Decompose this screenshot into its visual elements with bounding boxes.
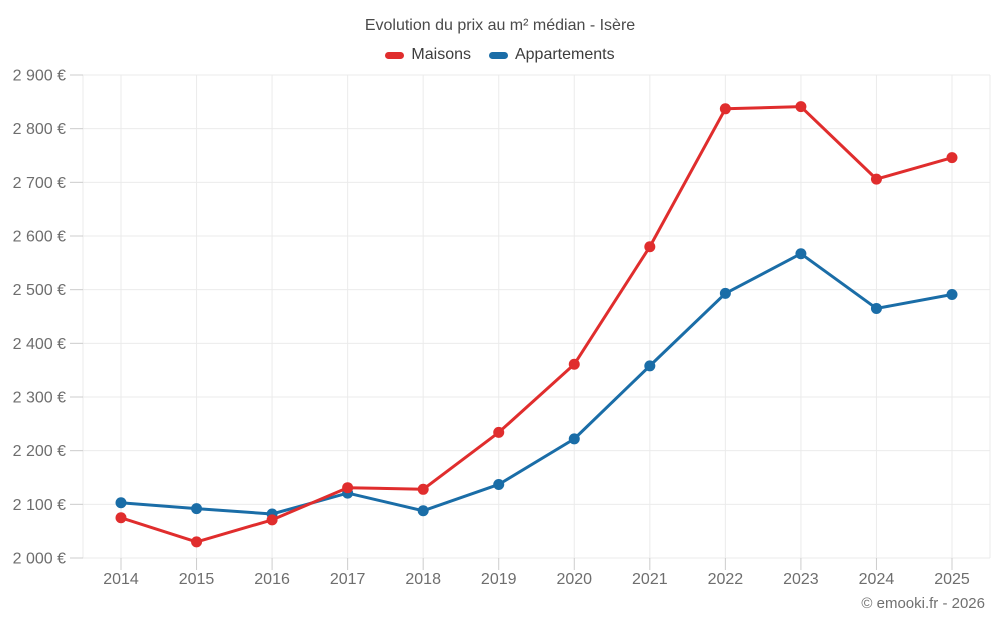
x-axis-label: 2017 xyxy=(330,571,366,588)
x-axis-label: 2019 xyxy=(481,571,517,588)
point-appartements-2024[interactable] xyxy=(870,302,882,314)
x-axis-label: 2023 xyxy=(783,571,819,588)
x-axis-label: 2015 xyxy=(179,571,215,588)
axis-ticks xyxy=(70,74,953,570)
maisons-line xyxy=(119,105,954,544)
y-axis-label: 2 900 € xyxy=(13,68,66,85)
x-axis-label: 2021 xyxy=(632,571,668,588)
point-maisons-2019[interactable] xyxy=(493,426,505,438)
y-axis-label: 2 100 € xyxy=(13,497,66,514)
point-appartements-2019[interactable] xyxy=(493,478,505,490)
point-maisons-2015[interactable] xyxy=(191,536,203,548)
point-maisons-2023[interactable] xyxy=(795,101,807,113)
x-axis-label: 2020 xyxy=(556,571,592,588)
point-appartements-2023[interactable] xyxy=(795,248,807,260)
point-appartements-2022[interactable] xyxy=(719,287,731,299)
legend: Maisons Appartements xyxy=(0,46,1000,64)
legend-label-appartements: Appartements xyxy=(514,46,615,63)
y-axis-labels: 2 000 € 2 100 € 2 200 € 2 300 € 2 400 € 2 500… xyxy=(13,68,66,568)
point-maisons-2024[interactable] xyxy=(870,173,882,185)
point-maisons-2021[interactable] xyxy=(644,241,656,253)
point-appartements-2014[interactable] xyxy=(115,497,127,509)
point-appartements-2020[interactable] xyxy=(568,433,580,445)
chart-title: Evolution du prix au m² médian - Isère xyxy=(364,17,636,34)
x-axis-label: 2022 xyxy=(708,571,744,588)
watermark: © emooki.fr - 2026 xyxy=(861,595,985,612)
x-axis-label: 2016 xyxy=(254,571,290,588)
x-axis-label: 2018 xyxy=(405,571,441,588)
point-appartements-2015[interactable] xyxy=(191,503,203,515)
point-maisons-2017[interactable] xyxy=(342,482,354,494)
point-maisons-2018[interactable] xyxy=(417,483,429,495)
point-maisons-2016[interactable] xyxy=(266,514,278,526)
y-axis-label: 2 600 € xyxy=(13,229,66,246)
point-maisons-2020[interactable] xyxy=(568,358,580,370)
gridlines xyxy=(82,74,991,559)
y-axis-label: 2 700 € xyxy=(13,175,66,192)
series-maisons xyxy=(115,101,958,548)
x-axis-label: 2014 xyxy=(103,571,139,588)
x-axis-label: 2025 xyxy=(934,571,970,588)
y-axis-label: 2 400 € xyxy=(13,336,66,353)
x-axis-label: 2024 xyxy=(859,571,895,588)
series-appartements xyxy=(115,248,958,520)
y-axis-label: 2 200 € xyxy=(13,443,66,460)
legend-item-appartements[interactable]: Appartements xyxy=(488,46,615,64)
maisons-swatch-icon xyxy=(385,51,405,59)
y-axis-label: 2 500 € xyxy=(13,282,66,299)
point-maisons-2025[interactable] xyxy=(946,152,958,164)
legend-label-maisons: Maisons xyxy=(411,46,471,63)
y-axis-label: 2 300 € xyxy=(13,390,66,407)
legend-item-maisons[interactable]: Maisons xyxy=(385,46,471,64)
x-axis-labels: 2014 2015 2016 2017 2018 2019 2020 2021 2022 2023… xyxy=(103,571,970,588)
y-axis-label: 2 800 € xyxy=(13,121,66,138)
point-maisons-2014[interactable] xyxy=(115,512,127,524)
y-axis-label: 2 000 € xyxy=(13,551,66,568)
appartements-line xyxy=(119,252,954,516)
point-appartements-2025[interactable] xyxy=(946,288,958,300)
point-maisons-2022[interactable] xyxy=(719,103,731,115)
appartements-swatch-icon xyxy=(488,51,508,59)
point-appartements-2021[interactable] xyxy=(644,360,656,372)
point-appartements-2018[interactable] xyxy=(417,505,429,517)
